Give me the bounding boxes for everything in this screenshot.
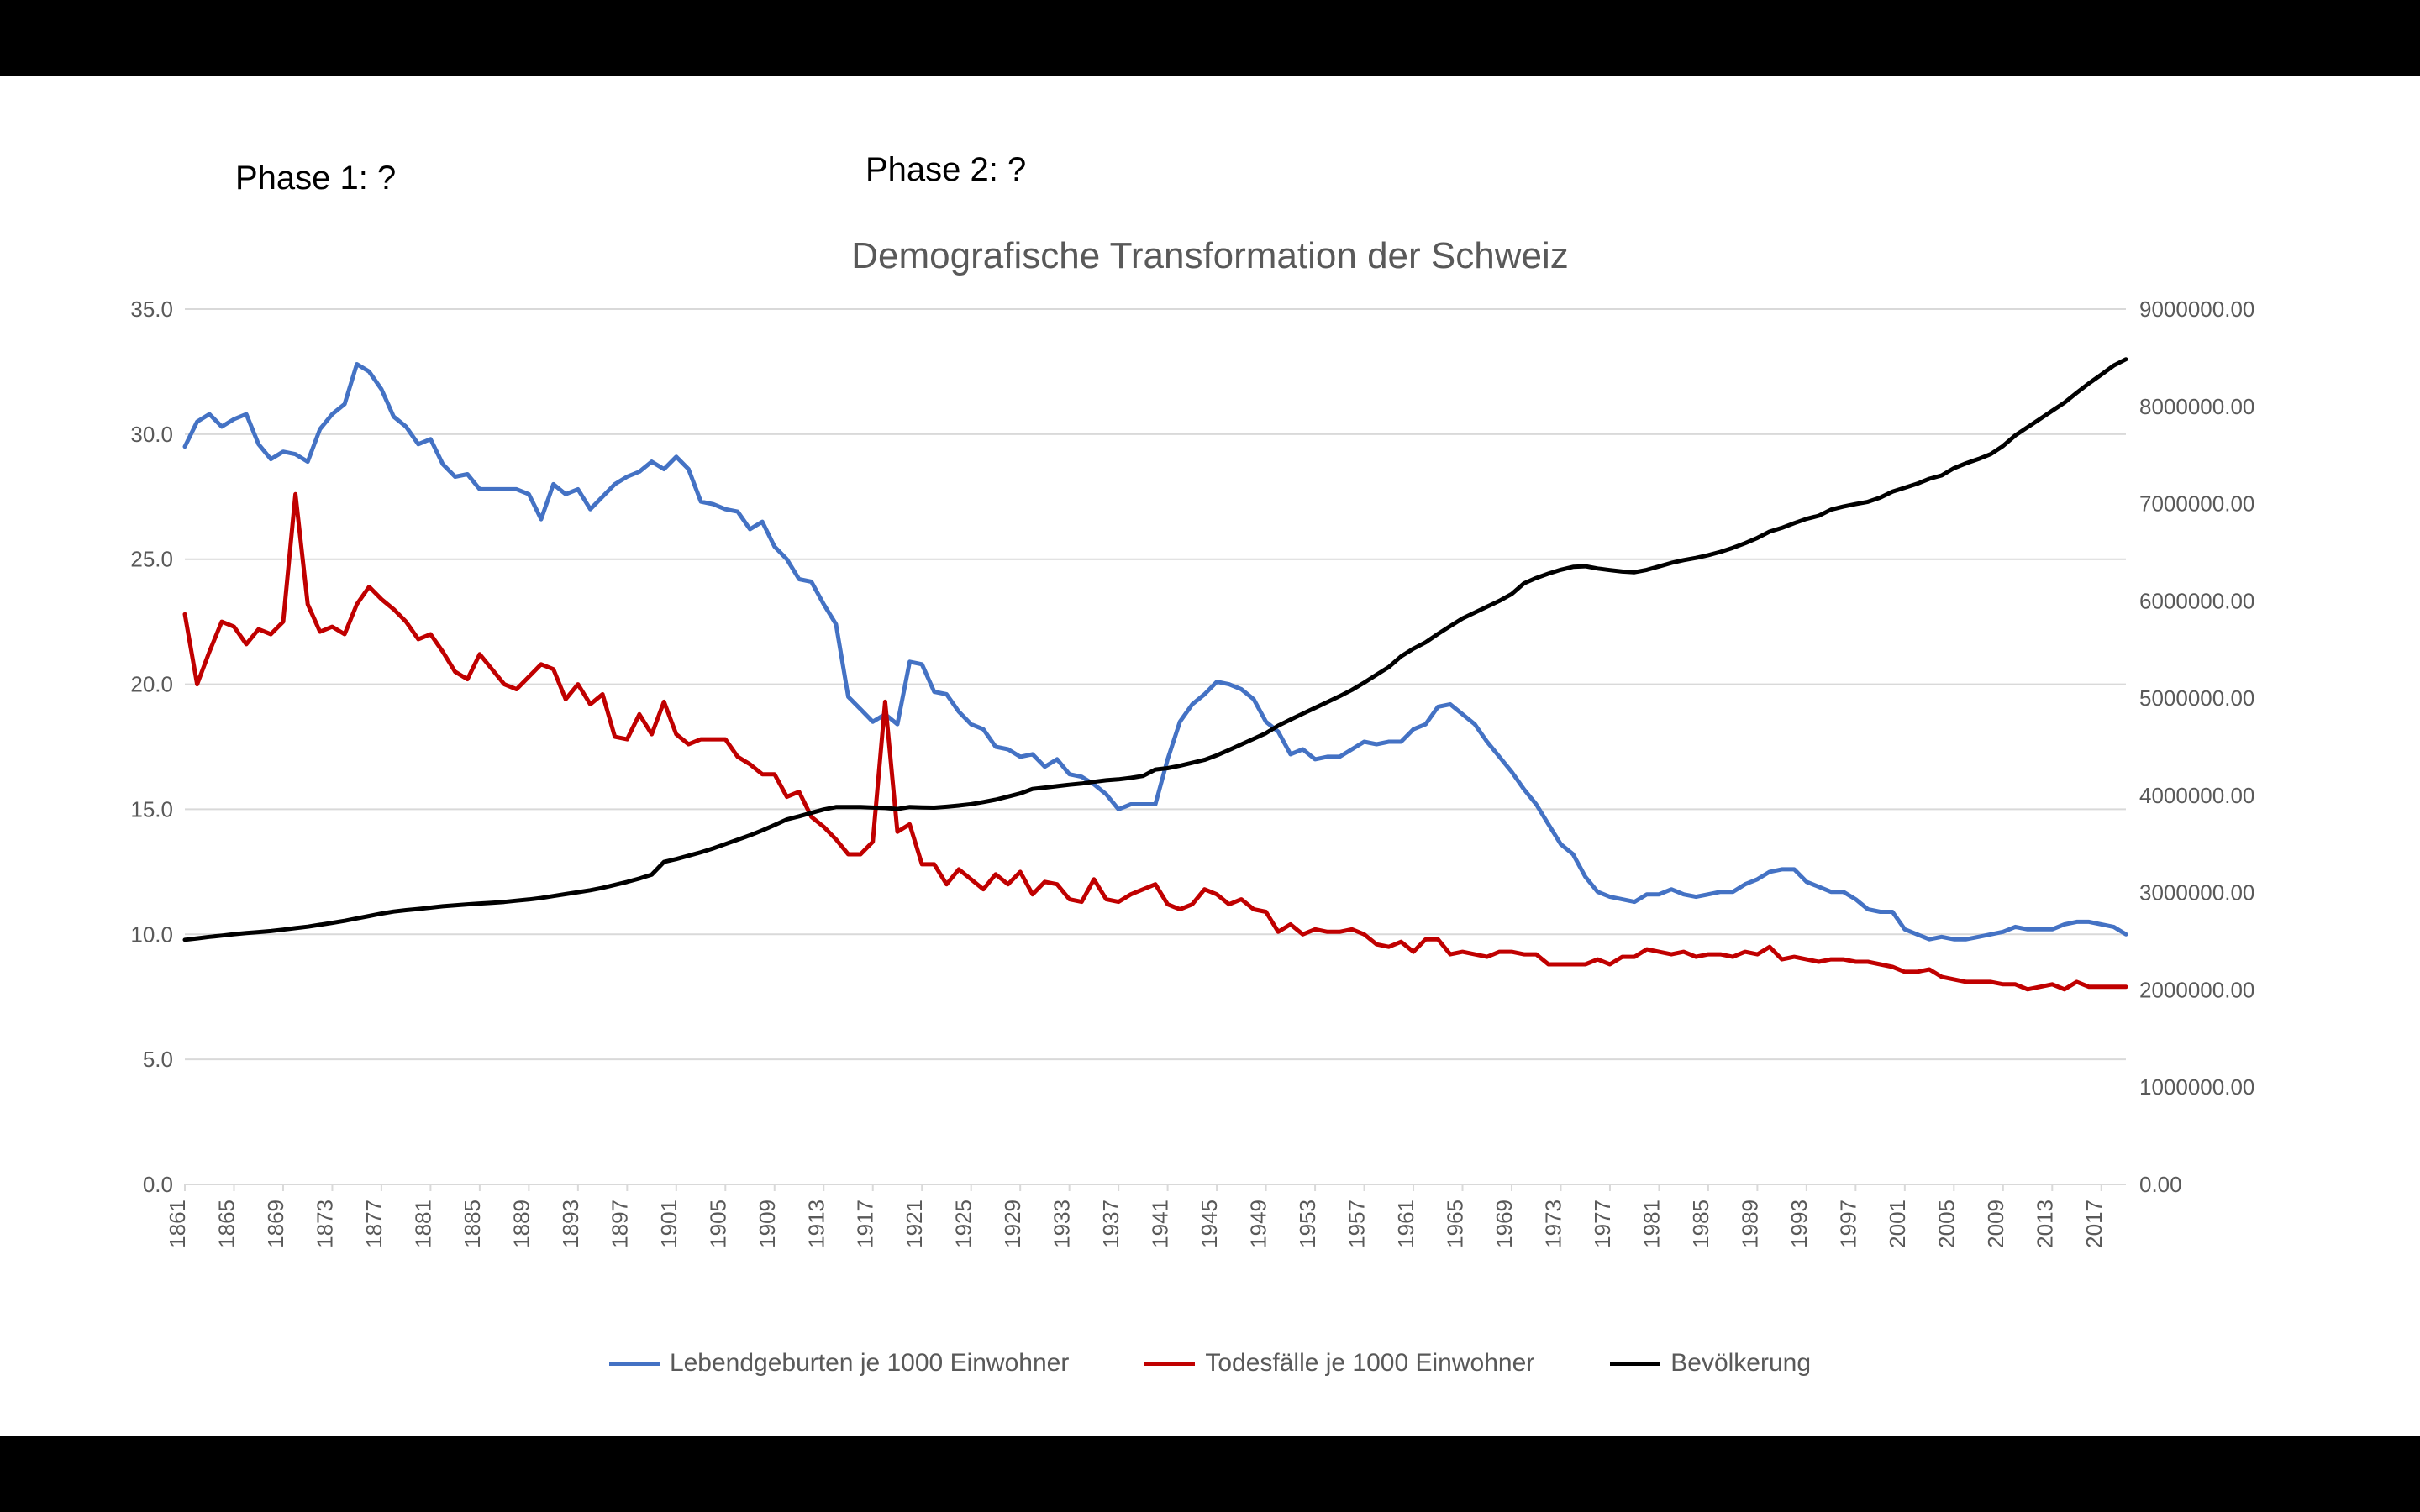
y-right-tick: 1000000.00: [2139, 1074, 2254, 1100]
x-tick-label: 1945: [1197, 1200, 1222, 1248]
y-right-tick: 0.00: [2139, 1172, 2182, 1197]
x-tick-label: 1933: [1050, 1200, 1075, 1248]
chart-title: Demografische Transformation der Schweiz: [0, 235, 2420, 277]
legend-label: Bevölkerung: [1670, 1349, 1811, 1378]
x-tick-label: 1873: [312, 1200, 337, 1248]
x-tick-label: 1937: [1098, 1200, 1123, 1248]
y-right-tick: 6000000.00: [2139, 588, 2254, 613]
x-tick-label: 1901: [656, 1200, 681, 1248]
y-right-tick: 5000000.00: [2139, 685, 2254, 711]
x-tick-label: 1913: [803, 1200, 829, 1248]
x-tick-label: 2005: [1933, 1200, 1959, 1248]
y-right-tick: 4000000.00: [2139, 783, 2254, 808]
y-left-tick: 0.0: [143, 1172, 173, 1197]
x-tick-label: 1977: [1590, 1200, 1615, 1248]
x-tick-label: 2017: [2081, 1200, 2107, 1248]
y-left-tick: 25.0: [130, 547, 173, 572]
series-line: [185, 360, 2126, 940]
y-right-tick: 3000000.00: [2139, 880, 2254, 906]
x-tick-label: 1989: [1737, 1200, 1762, 1248]
y-left-tick: 30.0: [130, 422, 173, 447]
y-left-tick: 10.0: [130, 921, 173, 947]
slide: Phase 1: ? Phase 2: ? Demografische Tran…: [0, 76, 2420, 1436]
x-tick-label: 2001: [1885, 1200, 1910, 1248]
y-right-tick: 7000000.00: [2139, 491, 2254, 517]
legend-item: Todesfälle je 1000 Einwohner: [1144, 1349, 1534, 1378]
x-tick-label: 1861: [165, 1200, 190, 1248]
x-tick-label: 1897: [607, 1200, 632, 1248]
y-left-tick: 35.0: [130, 297, 173, 322]
y-right-tick: 9000000.00: [2139, 297, 2254, 322]
x-tick-label: 1909: [755, 1200, 780, 1248]
legend-swatch: [1610, 1362, 1660, 1366]
legend-label: Lebendgeburten je 1000 Einwohner: [670, 1349, 1069, 1378]
x-tick-label: 1877: [361, 1200, 387, 1248]
line-chart-svg: 0.05.010.015.020.025.030.035.00.00100000…: [109, 301, 2286, 1277]
x-tick-label: 1997: [1835, 1200, 1860, 1248]
x-tick-label: 1969: [1491, 1200, 1517, 1248]
phase-2-label: Phase 2: ?: [865, 151, 1026, 189]
x-tick-label: 1925: [951, 1200, 976, 1248]
x-tick-label: 1957: [1344, 1200, 1370, 1248]
x-tick-label: 1905: [705, 1200, 730, 1248]
x-tick-label: 1929: [1000, 1200, 1025, 1248]
x-tick-label: 1949: [1246, 1200, 1271, 1248]
legend-swatch: [609, 1362, 660, 1366]
x-tick-label: 1889: [508, 1200, 534, 1248]
x-tick-label: 1917: [853, 1200, 878, 1248]
x-tick-label: 1893: [558, 1200, 583, 1248]
x-tick-label: 1961: [1393, 1200, 1418, 1248]
x-tick-label: 1881: [410, 1200, 435, 1248]
y-left-tick: 5.0: [143, 1047, 173, 1072]
x-tick-label: 1973: [1540, 1200, 1565, 1248]
x-tick-label: 1941: [1148, 1200, 1173, 1248]
chart-legend: Lebendgeburten je 1000 Einwohner Todesfäl…: [0, 1349, 2420, 1378]
x-tick-label: 2009: [1983, 1200, 2008, 1248]
x-tick-label: 1885: [460, 1200, 485, 1248]
x-tick-label: 1985: [1688, 1200, 1713, 1248]
chart-plot-area: 0.05.010.015.020.025.030.035.00.00100000…: [109, 301, 2286, 1277]
y-left-tick: 15.0: [130, 796, 173, 822]
legend-item: Bevölkerung: [1610, 1349, 1811, 1378]
x-tick-label: 1993: [1786, 1200, 1812, 1248]
x-tick-label: 1965: [1443, 1200, 1468, 1248]
x-tick-label: 1865: [213, 1200, 239, 1248]
x-tick-label: 1921: [902, 1200, 927, 1248]
legend-item: Lebendgeburten je 1000 Einwohner: [609, 1349, 1069, 1378]
x-tick-label: 1953: [1295, 1200, 1320, 1248]
x-tick-label: 2013: [2032, 1200, 2057, 1248]
series-line: [185, 365, 2126, 940]
legend-swatch: [1144, 1362, 1195, 1366]
series-line: [185, 494, 2126, 990]
legend-label: Todesfälle je 1000 Einwohner: [1205, 1349, 1534, 1378]
y-left-tick: 20.0: [130, 672, 173, 697]
x-tick-label: 1869: [263, 1200, 288, 1248]
phase-1-label: Phase 1: ?: [235, 160, 396, 197]
y-right-tick: 2000000.00: [2139, 977, 2254, 1002]
y-right-tick: 8000000.00: [2139, 394, 2254, 419]
x-tick-label: 1981: [1639, 1200, 1664, 1248]
